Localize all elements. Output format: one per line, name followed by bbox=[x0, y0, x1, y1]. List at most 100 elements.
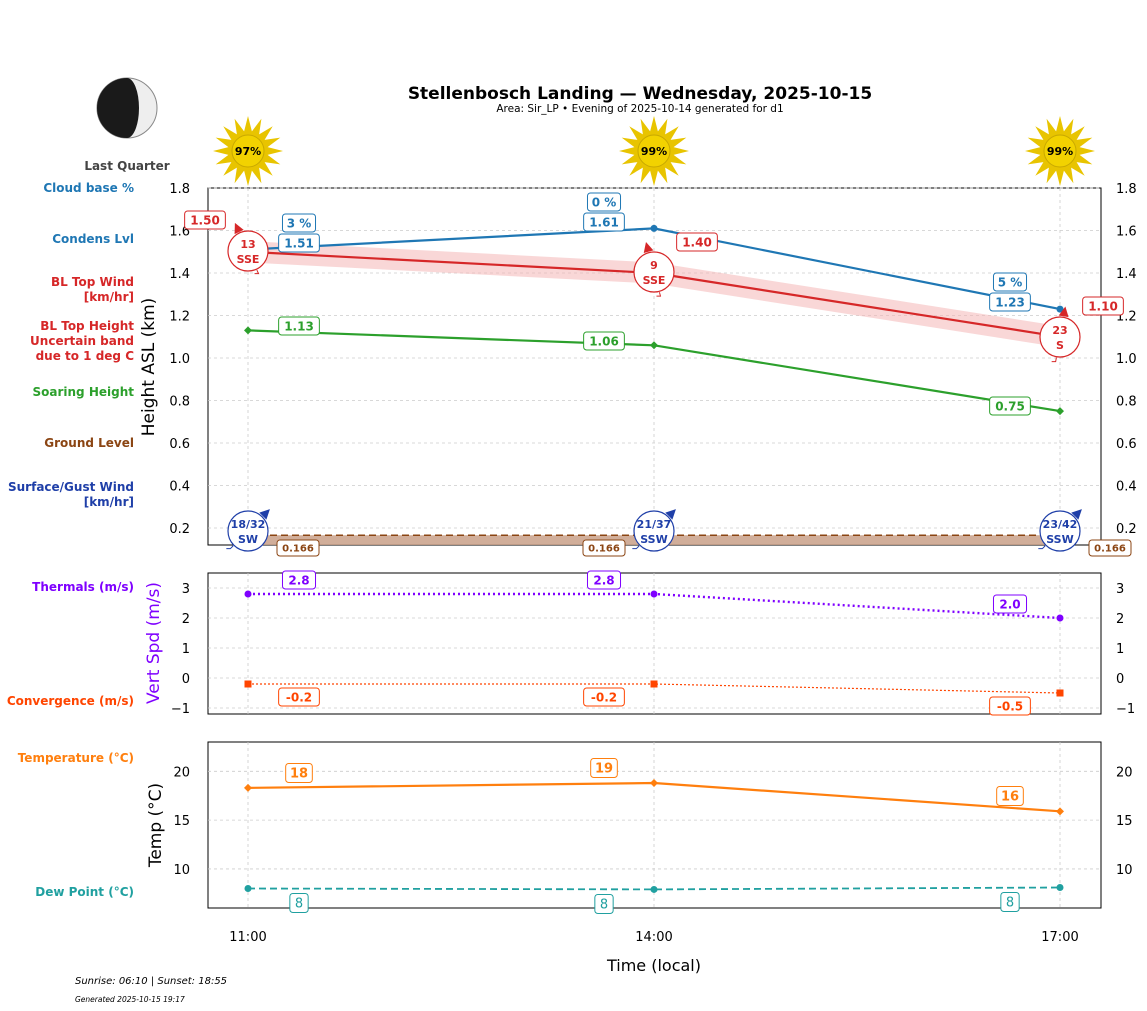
surface-wind-barb-arrow-icon bbox=[1071, 509, 1082, 520]
side-label-bltop-height-line: Uncertain band bbox=[30, 334, 134, 348]
side-label-ground-line: Ground Level bbox=[44, 436, 134, 450]
height-ytick-left: 1.0 bbox=[169, 352, 190, 367]
temp-ytick-right: 10 bbox=[1116, 863, 1133, 878]
bltop-wind-barb-arrow-icon bbox=[1058, 306, 1069, 318]
height-ytick-right: 1.4 bbox=[1116, 267, 1137, 282]
height-ytick-right: 0.4 bbox=[1116, 480, 1137, 495]
temp-panel-frame bbox=[207, 741, 1102, 909]
height-ytick-left: 0.8 bbox=[169, 395, 190, 410]
thermals-value-label: 2.8 bbox=[586, 570, 622, 590]
side-label-convergence: Convergence (m/s) bbox=[7, 694, 134, 708]
bltop-value-label-box bbox=[1082, 296, 1124, 316]
ground-value-label-text: 0.166 bbox=[1094, 544, 1126, 555]
sun-icon: 99% bbox=[1025, 116, 1095, 186]
bltop-value-label-box bbox=[184, 210, 226, 230]
convergence-value-label: -0.5 bbox=[989, 696, 1031, 716]
bltop-wind-barb-direction: S bbox=[1056, 339, 1064, 352]
temperature-value-label-box bbox=[285, 763, 313, 783]
moon-phase-label: Last Quarter bbox=[84, 159, 169, 173]
vertspd-ytick-left: 2 bbox=[182, 612, 190, 627]
surface-wind-barb: 18/32 SW bbox=[226, 509, 270, 552]
vertspd-ytick-right: 1 bbox=[1116, 642, 1124, 657]
height-ytick-left: 0.6 bbox=[169, 437, 190, 452]
cloudbase-label: 5 % bbox=[992, 272, 1028, 292]
height-ytick-left: 0.2 bbox=[169, 522, 190, 537]
cloudbase-label-text: 3 % bbox=[287, 216, 312, 230]
condens-value-label: 1.61 bbox=[583, 212, 625, 232]
vertspd-ytick-right: −1 bbox=[1116, 702, 1135, 717]
side-label-dewpoint: Dew Point (°C) bbox=[35, 885, 134, 899]
bltop-wind-barb-arrow-icon bbox=[643, 242, 654, 254]
cloudbase-label-box bbox=[586, 192, 622, 212]
condens-level-point bbox=[1056, 305, 1064, 313]
soaring-value-label: 0.75 bbox=[989, 396, 1031, 416]
height-ytick-left: 0.4 bbox=[169, 480, 190, 495]
height-ytick-left: 1.8 bbox=[169, 182, 190, 197]
surface-wind-barb-barb-icon bbox=[226, 545, 234, 550]
condens-value-label-box bbox=[278, 233, 320, 253]
height-ytick-right: 0.6 bbox=[1116, 437, 1137, 452]
dewpoint-value-label: 8 bbox=[594, 894, 614, 914]
bltop-value-label-text: 1.40 bbox=[682, 235, 712, 249]
bltop-value-label-box bbox=[676, 232, 718, 252]
convergence-value-label-text: -0.5 bbox=[997, 699, 1023, 713]
vertspd-ytick-right: 2 bbox=[1116, 612, 1124, 627]
vertspd-ytick-left: −1 bbox=[171, 702, 190, 717]
sun-disc bbox=[231, 134, 265, 168]
height-ytick-right: 1.8 bbox=[1116, 182, 1137, 197]
cloudbase-label: 3 % bbox=[281, 213, 317, 233]
ground-value-label-text: 0.166 bbox=[282, 544, 314, 555]
condens-value-label-box bbox=[989, 292, 1031, 312]
ground-value-label-box bbox=[1088, 539, 1132, 557]
side-label-cloudbase: Cloud base % bbox=[43, 181, 134, 195]
temperature-value-label: 16 bbox=[996, 786, 1024, 806]
thermals-point bbox=[244, 590, 252, 598]
soaring-value-label-text: 0.75 bbox=[995, 399, 1025, 413]
height-axis-title: Height ASL (km) bbox=[139, 298, 159, 437]
page-subtitle: Area: Sir_LP • Evening of 2025-10-14 gen… bbox=[496, 103, 783, 115]
thermals-point bbox=[1056, 614, 1064, 622]
soaring-value-label: 1.06 bbox=[583, 331, 625, 351]
side-label-bltop-height: BL Top Height Uncertain band due to 1 deg … bbox=[30, 319, 134, 363]
dewpoint-point bbox=[1056, 883, 1064, 891]
soaring-height-point bbox=[650, 341, 658, 350]
dewpoint-value-label-box bbox=[1000, 892, 1020, 912]
dewpoint-value-label-box bbox=[594, 894, 614, 914]
side-label-bltop-wind-line: [km/hr] bbox=[84, 290, 134, 304]
moon-last-quarter-icon bbox=[96, 77, 158, 139]
vertspd-ytick-left: 1 bbox=[182, 642, 190, 657]
dewpoint-line bbox=[247, 886, 1061, 891]
generated-time: Generated 2025-10-15 19:17 bbox=[75, 995, 185, 1004]
side-label-soaring-line: Soaring Height bbox=[33, 385, 135, 399]
condens-level-point bbox=[650, 224, 658, 232]
temperature-value-label-text: 16 bbox=[1001, 790, 1019, 805]
condens-value-label: 1.51 bbox=[278, 233, 320, 253]
side-label-surface-wind-line: Surface/Gust Wind bbox=[8, 480, 134, 494]
sun-percent-label: 97% bbox=[235, 145, 261, 158]
convergence-value-label-box bbox=[989, 696, 1031, 716]
side-label-ground: Ground Level bbox=[44, 436, 134, 450]
side-label-dewpoint-line: Dew Point (°C) bbox=[35, 885, 134, 899]
convergence-point bbox=[244, 680, 252, 688]
temperature-value-label: 18 bbox=[285, 763, 313, 783]
condens-value-label-text: 1.61 bbox=[589, 215, 619, 229]
surface-wind-barb-arrow-icon bbox=[259, 509, 270, 520]
time-tick-label: 17:00 bbox=[1041, 930, 1078, 945]
thermals-value-label: 2.0 bbox=[992, 594, 1028, 614]
convergence-point bbox=[650, 680, 658, 688]
temperature-point bbox=[650, 779, 658, 788]
bltop-value-label-text: 1.50 bbox=[190, 213, 220, 227]
vertspd-panel-frame bbox=[207, 572, 1102, 715]
temperature-value-label-box bbox=[590, 758, 618, 778]
ground-value-label: 0.166 bbox=[582, 539, 626, 557]
ground-value-label: 0.166 bbox=[1088, 539, 1132, 557]
dewpoint-point bbox=[650, 885, 658, 893]
soaring-value-label-box bbox=[583, 331, 625, 351]
thermals-value-label-text: 2.8 bbox=[593, 573, 614, 587]
surface-wind-barb-direction: SSW bbox=[1046, 533, 1073, 546]
temperature-value-label-text: 19 bbox=[595, 762, 613, 777]
temp-ytick-right: 15 bbox=[1116, 814, 1133, 829]
temperature-value-label-text: 18 bbox=[290, 767, 308, 782]
height-ytick-left: 1.4 bbox=[169, 267, 190, 282]
bltop-wind-barb-barb-icon bbox=[254, 269, 260, 275]
